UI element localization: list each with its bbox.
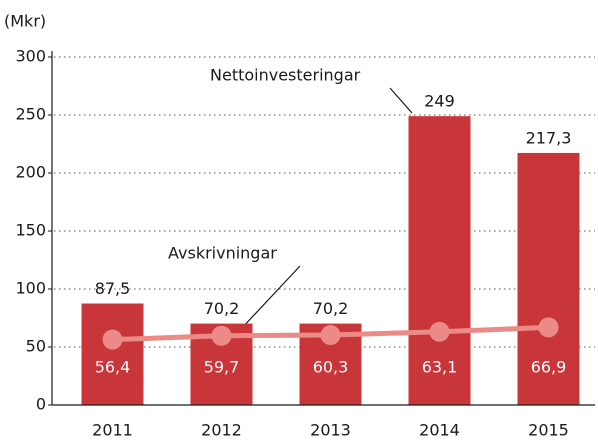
bar — [81, 303, 144, 405]
line-value-label: 66,9 — [531, 358, 567, 377]
line-marker — [102, 329, 123, 350]
line-marker — [538, 317, 559, 338]
x-tick-label: 2013 — [310, 421, 351, 440]
line-marker — [320, 325, 341, 346]
y-tick-label: 300 — [15, 47, 46, 66]
line-value-label: 56,4 — [95, 358, 131, 377]
y-tick-label: 200 — [15, 163, 46, 182]
bar-value-label: 70,2 — [313, 299, 349, 318]
annotation-leader — [389, 87, 413, 114]
series-annotation: Nettoinvesteringar — [210, 66, 361, 85]
bar-value-label: 87,5 — [95, 279, 131, 298]
line-value-label: 60,3 — [313, 358, 349, 377]
line-marker — [211, 325, 232, 346]
x-tick-label: 2011 — [92, 421, 133, 440]
y-tick-label: 0 — [36, 395, 46, 414]
line-value-label: 63,1 — [422, 358, 458, 377]
series-annotation: Avskrivningar — [168, 244, 277, 263]
x-tick-label: 2015 — [528, 421, 569, 440]
bar-value-label: 249 — [424, 92, 455, 111]
y-tick-label: 50 — [26, 337, 46, 356]
bar-value-label: 217,3 — [526, 128, 572, 147]
line-marker — [429, 321, 450, 342]
y-tick-label: 100 — [15, 279, 46, 298]
bar — [408, 116, 471, 405]
line-value-label: 59,7 — [204, 358, 240, 377]
x-tick-label: 2012 — [201, 421, 242, 440]
bar-value-label: 70,2 — [204, 299, 240, 318]
y-tick-label: 150 — [15, 221, 46, 240]
x-tick-label: 2014 — [419, 421, 460, 440]
y-tick-label: 250 — [15, 105, 46, 124]
bar — [517, 152, 580, 405]
y-axis-label: (Mkr) — [4, 12, 46, 31]
annotation-leader — [239, 265, 301, 331]
